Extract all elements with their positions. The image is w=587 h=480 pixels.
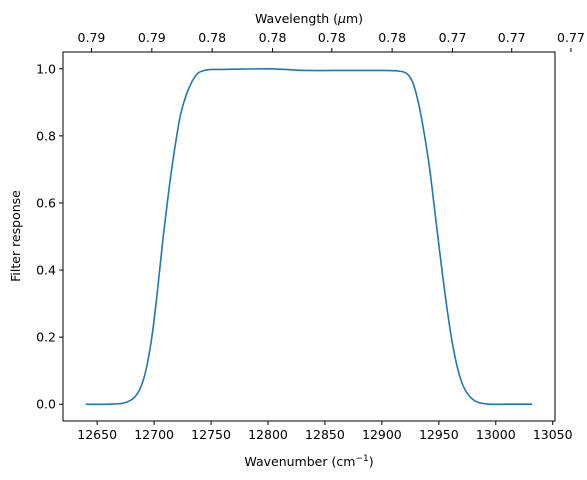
top-x-tick-label: 0.77	[557, 30, 585, 45]
y-tick-label: 0.8	[36, 128, 56, 143]
top-x-axis-label: Wavelength (μm)	[255, 11, 363, 26]
top-x-tick-label: 0.79	[138, 30, 166, 45]
x-tick-label: 12900	[362, 427, 402, 442]
filter-response-line	[85, 67, 533, 406]
x-tick-label: 12700	[134, 427, 174, 442]
y-tick-label: 0.6	[36, 195, 56, 210]
y-tick-label: 0.2	[36, 330, 56, 345]
x-axis-label: Wavenumber (cm−1)	[244, 454, 373, 469]
plot-frame	[62, 51, 556, 422]
x-tick-label: 12800	[248, 427, 288, 442]
top-x-tick-label: 0.77	[439, 30, 467, 45]
top-x-tick-label: 0.78	[198, 30, 226, 45]
y-tick-label: 0.0	[36, 397, 56, 412]
bottom-x-axis: 12650 12700 12750 12800 12850 12900 12950 13000…	[77, 421, 573, 442]
y-axis-label: Filter response	[8, 190, 23, 282]
y-axis: 0.0 0.2 0.4 0.6 0.8 1.0	[36, 61, 63, 412]
top-x-tick-label: 0.79	[78, 30, 106, 45]
top-x-tick-label: 0.77	[498, 30, 526, 45]
y-tick-label: 0.4	[36, 263, 56, 278]
x-tick-label: 12850	[305, 427, 345, 442]
y-tick-label: 1.0	[36, 61, 56, 76]
x-tick-label: 13000	[476, 427, 516, 442]
top-x-axis: 0.79 0.79 0.78 0.78 0.78 0.78 0.77 0.77 0.77	[78, 30, 585, 52]
top-x-tick-label: 0.78	[318, 30, 346, 45]
x-tick-label: 12950	[419, 427, 459, 442]
x-tick-label: 12750	[191, 427, 231, 442]
top-x-tick-label: 0.78	[259, 30, 287, 45]
top-x-tick-label: 0.78	[378, 30, 406, 45]
x-tick-label: 12650	[77, 427, 117, 442]
x-tick-label: 13050	[533, 427, 573, 442]
